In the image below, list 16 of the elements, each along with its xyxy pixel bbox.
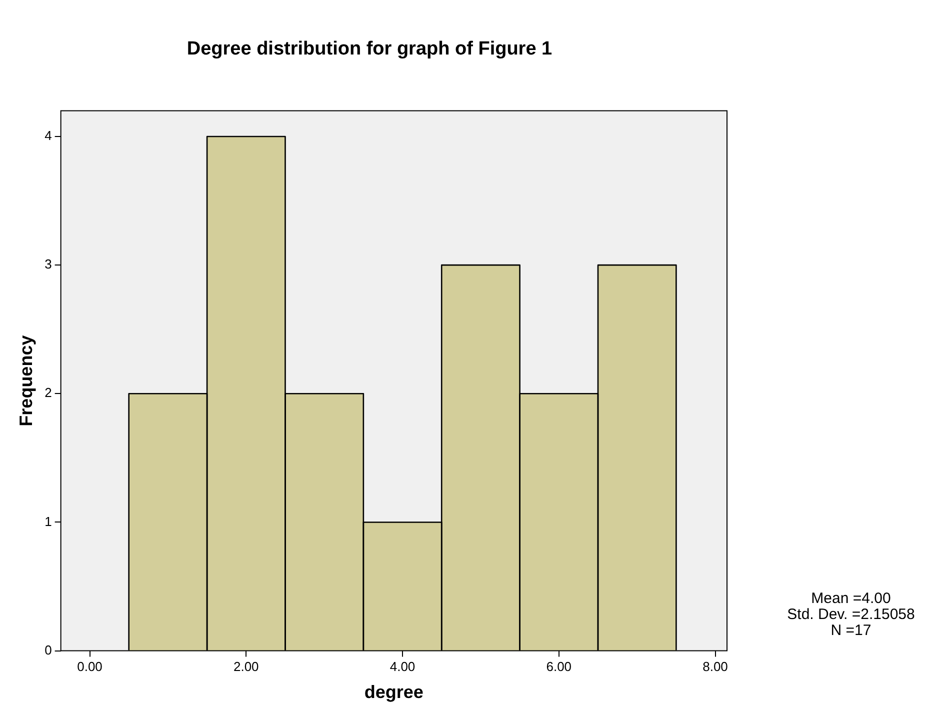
y-tick-label: 3 (44, 256, 52, 272)
x-axis-title: degree (364, 682, 424, 702)
text: Std. Dev. =2.15058 (787, 606, 915, 623)
y-tick-label: 2 (44, 385, 52, 400)
x-tick-label: 0.00 (77, 659, 102, 674)
text: Mean =4.00 (811, 590, 891, 607)
x-tick-label: 8.00 (702, 659, 728, 674)
y-axis-title: Frequency (16, 335, 36, 426)
y-tick-label: 4 (44, 128, 52, 144)
text: N =17 (830, 622, 872, 639)
chart-title: Degree distribution for graph of Figure 1 (186, 38, 553, 60)
y-tick-label: 1 (44, 514, 52, 529)
x-tick-label: 6.00 (546, 659, 572, 674)
x-tick-label: 4.00 (390, 659, 416, 674)
y-tick-label: 0 (44, 642, 52, 658)
x-tick-label: 2.00 (233, 659, 259, 674)
